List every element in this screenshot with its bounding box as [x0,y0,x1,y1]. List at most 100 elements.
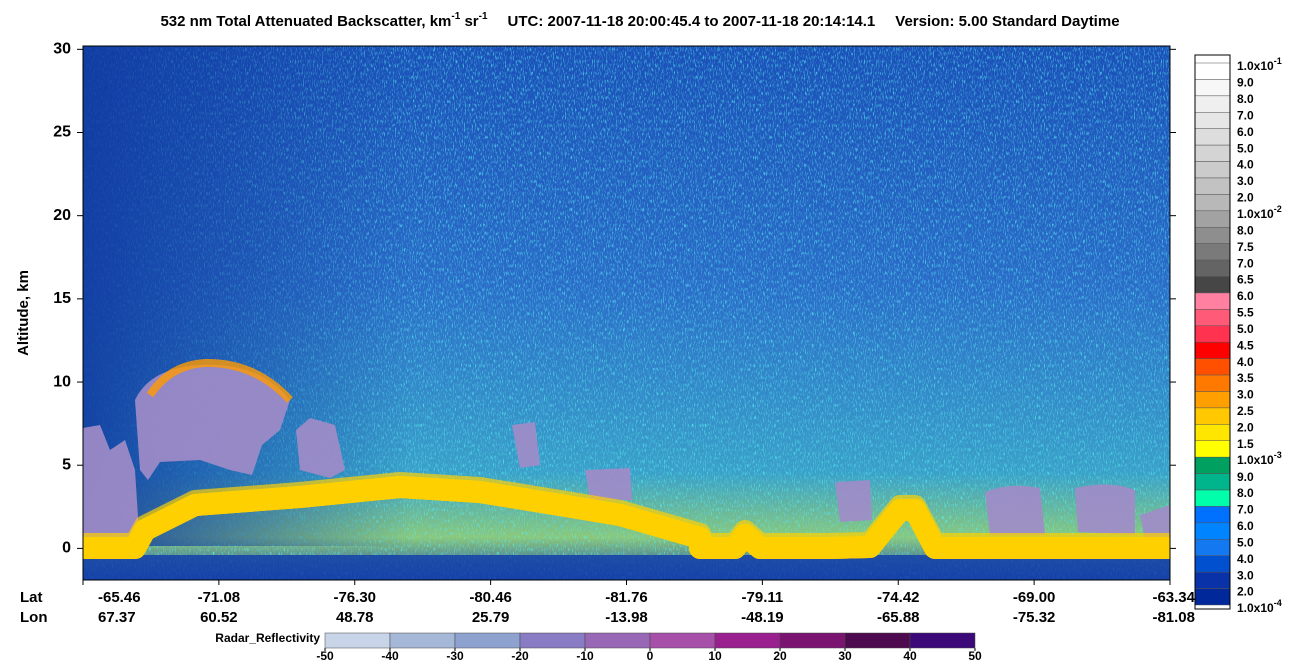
radar-tick-label: -50 [316,649,334,663]
radar-swatch [844,632,911,649]
colorbar-label: 4.0 [1237,355,1254,369]
x-tick-label: -81.76 [605,589,648,606]
x-tick-label: 48.78 [336,609,374,626]
radar-tick-label: -10 [576,649,594,663]
y-tick-label: 0 [62,540,71,557]
colorbar-label: 7.0 [1237,256,1254,270]
y-tick-label: 5 [62,456,71,473]
colorbar-swatch [1194,358,1231,376]
colorbar-swatch [1194,588,1231,606]
colorbar-label-exp: -2 [1274,204,1282,214]
radar-colorbar-label: Radar_Reflectivity [215,631,320,645]
y-tick-label: 10 [53,373,71,390]
x-tick-label: -75.32 [1013,609,1056,626]
x-tick-label: -13.98 [605,609,648,626]
colorbar-label: 5.0 [1237,141,1254,155]
colorbar-label: 1.0x10-3 [1237,451,1282,468]
colorbar-label-base: 1.0x10 [1237,601,1274,615]
colorbar-swatch [1194,506,1231,524]
backscatter-image [83,46,1170,580]
colorbar-swatch [1194,62,1231,80]
colorbar-label-exp: -4 [1274,598,1282,608]
x-row-name: Lat [20,589,43,606]
radar-tick-label: -40 [381,649,399,663]
colorbar-label-exp: -1 [1274,56,1282,66]
colorbar-label-base: 1.0x10 [1237,207,1274,221]
colorbar-label: 2.5 [1237,404,1254,418]
y-tick-label: 30 [53,41,71,58]
colorbar-label: 5.0 [1237,535,1254,549]
colorbar-swatch [1194,522,1231,540]
x-tick-label: 25.79 [472,609,510,626]
radar-swatch [714,632,781,649]
x-tick-label: -79.11 [742,589,784,606]
colorbar-label: 2.0 [1237,191,1254,205]
colorbar-label: 3.0 [1237,568,1254,582]
radar-tick-label: 20 [773,649,787,663]
colorbar-swatch [1194,539,1231,556]
colorbar-label: 7.5 [1237,240,1254,254]
radar-swatch [649,632,716,649]
radar-swatch [779,632,846,649]
radar-swatch [909,632,976,649]
colorbar-label: 8.0 [1237,92,1254,106]
colorbar-swatch [1194,489,1231,507]
y-axis-label: Altitude, km [15,270,32,356]
colorbar-label: 3.0 [1237,388,1254,402]
colorbar-swatch [1194,440,1231,458]
radar-tick-label: -20 [511,649,529,663]
colorbar-label: 4.5 [1237,338,1254,352]
radar-tick-label: 10 [708,649,722,663]
x-tick-label: 60.52 [200,609,238,626]
colorbar-swatch [1194,112,1231,129]
colorbar-swatch [1194,243,1231,261]
radar-swatch [324,632,391,649]
colorbar-swatch [1194,177,1231,195]
colorbar-swatch [1194,210,1231,228]
colorbar-swatch [1194,571,1231,589]
colorbar-label: 4.0 [1237,158,1254,172]
colorbar-label: 2.0 [1237,585,1254,599]
colorbar-label: 5.0 [1237,322,1254,336]
radar-tick-label: 30 [838,649,852,663]
colorbar-label: 1.0x10-4 [1237,598,1282,615]
radar-tick-label: 40 [903,649,917,663]
colorbar-swatch [1194,161,1231,179]
chart-title: 532 nm Total Attenuated Backscatter, km-… [160,11,1119,30]
y-tick-label: 25 [53,124,71,141]
colorbar-swatch [1194,456,1231,474]
colorbar-swatch [1194,309,1231,327]
x-tick-label: 67.37 [98,609,136,626]
x-row-name: Lon [20,609,48,626]
colorbar-swatch [1194,144,1231,162]
colorbar-swatch [1194,259,1231,277]
colorbar-frame [1194,54,1231,610]
colorbar-swatch [1194,473,1231,491]
x-tick-label: -71.08 [198,589,241,606]
colorbar-label: 8.0 [1237,486,1254,500]
x-tick-label: -48.19 [741,609,784,626]
x-tick-label: -74.42 [877,589,920,606]
colorbar-label-base: 1.0x10 [1237,59,1274,73]
colorbar-swatch [1194,95,1231,113]
colorbar-swatch [1194,374,1231,392]
x-tick-label: -63.34 [1152,589,1195,606]
x-tick-label: -65.46 [98,589,141,606]
colorbar-label: 1.5 [1237,437,1254,451]
colorbar-label: 6.0 [1237,125,1254,139]
x-tick-label: -69.00 [1013,589,1056,606]
colorbar-label: 1.0x10-2 [1237,204,1282,221]
colorbar-label: 7.0 [1237,503,1254,517]
y-tick-label: 20 [53,207,71,224]
radar-swatch [454,632,521,649]
x-tick-label: -76.30 [333,589,376,606]
radar-tick-label: 50 [968,649,982,663]
colorbar-swatch [1194,79,1231,97]
colorbar-swatch [1194,424,1231,442]
colorbar-swatch [1194,325,1231,343]
colorbar-swatch [1194,292,1231,310]
x-tick-label: -65.88 [877,609,920,626]
colorbar-label: 9.0 [1237,470,1254,484]
colorbar-label: 7.0 [1237,108,1254,122]
